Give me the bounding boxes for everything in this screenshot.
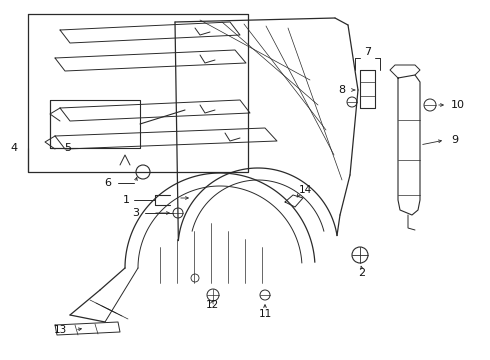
Text: 9: 9 xyxy=(451,135,459,145)
Text: 13: 13 xyxy=(53,325,67,335)
Text: 4: 4 xyxy=(10,143,18,153)
Text: 7: 7 xyxy=(365,47,371,57)
Text: 1: 1 xyxy=(122,195,129,205)
Text: 14: 14 xyxy=(298,185,312,195)
Text: 8: 8 xyxy=(339,85,345,95)
Text: 10: 10 xyxy=(451,100,465,110)
Text: 3: 3 xyxy=(132,208,140,218)
Text: 11: 11 xyxy=(258,309,271,319)
Text: 2: 2 xyxy=(359,268,366,278)
Text: 12: 12 xyxy=(205,300,219,310)
Text: 5: 5 xyxy=(65,143,72,153)
Text: 6: 6 xyxy=(104,178,112,188)
